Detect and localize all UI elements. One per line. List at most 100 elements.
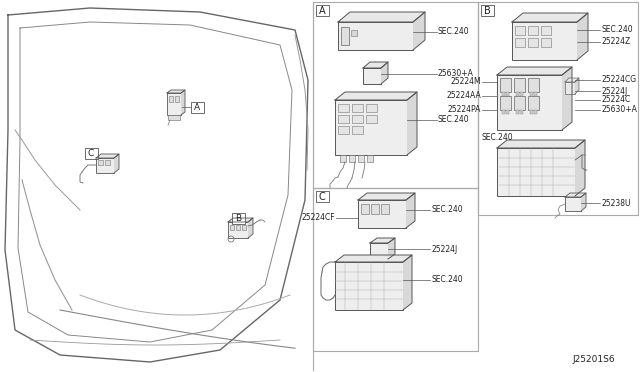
Bar: [352, 115, 363, 123]
Bar: [515, 38, 525, 47]
Text: 25224AA: 25224AA: [446, 92, 481, 100]
Bar: [313, 2, 478, 188]
Polygon shape: [335, 255, 412, 262]
Bar: [340, 155, 346, 162]
Bar: [191, 102, 204, 113]
Bar: [85, 148, 98, 159]
Bar: [338, 104, 349, 112]
Bar: [335, 262, 403, 310]
Bar: [541, 38, 551, 47]
Bar: [96, 158, 114, 173]
Text: 25224CG: 25224CG: [601, 76, 636, 84]
Bar: [242, 225, 246, 230]
Polygon shape: [228, 218, 253, 222]
Bar: [358, 200, 406, 228]
Polygon shape: [512, 13, 588, 22]
Polygon shape: [581, 193, 586, 211]
Bar: [534, 92, 537, 96]
Polygon shape: [370, 238, 395, 243]
Polygon shape: [565, 193, 586, 197]
Bar: [338, 22, 413, 50]
Bar: [228, 222, 248, 238]
Bar: [516, 110, 519, 114]
Bar: [528, 78, 539, 92]
Bar: [230, 225, 234, 230]
Bar: [506, 110, 509, 114]
Bar: [520, 92, 523, 96]
Bar: [169, 96, 173, 102]
Bar: [316, 191, 329, 202]
Bar: [502, 92, 505, 96]
Polygon shape: [562, 67, 572, 130]
Bar: [506, 92, 509, 96]
Text: 25224C: 25224C: [601, 96, 630, 105]
Text: B: B: [235, 214, 241, 223]
Text: A: A: [319, 6, 325, 16]
Bar: [361, 204, 369, 214]
Bar: [168, 115, 180, 120]
Polygon shape: [407, 92, 417, 155]
Bar: [534, 110, 537, 114]
Bar: [502, 110, 505, 114]
Bar: [366, 104, 377, 112]
Bar: [349, 155, 355, 162]
Text: C: C: [319, 192, 325, 202]
Bar: [530, 92, 533, 96]
Text: SEC.240: SEC.240: [601, 26, 632, 35]
Text: 25630+A: 25630+A: [601, 106, 637, 115]
Text: 25224Z: 25224Z: [601, 38, 630, 46]
Text: A: A: [194, 103, 200, 112]
Bar: [232, 213, 245, 224]
Bar: [98, 160, 103, 165]
Polygon shape: [363, 62, 388, 68]
Bar: [515, 26, 525, 35]
Polygon shape: [497, 140, 585, 148]
Bar: [528, 38, 538, 47]
Polygon shape: [406, 193, 415, 228]
Bar: [167, 93, 181, 115]
Polygon shape: [388, 238, 395, 259]
Bar: [381, 204, 389, 214]
Polygon shape: [338, 12, 425, 22]
Bar: [497, 75, 562, 130]
Bar: [363, 68, 381, 84]
Bar: [512, 22, 577, 60]
Text: 25224J: 25224J: [601, 87, 627, 96]
Bar: [335, 100, 407, 155]
Bar: [366, 115, 377, 123]
Bar: [565, 197, 581, 211]
Polygon shape: [565, 78, 579, 82]
Text: C: C: [88, 149, 94, 158]
Bar: [313, 188, 478, 351]
Polygon shape: [403, 255, 412, 310]
Bar: [478, 2, 638, 215]
Bar: [528, 26, 538, 35]
Text: B: B: [484, 6, 490, 16]
Text: J25201S6: J25201S6: [572, 356, 615, 365]
Bar: [316, 5, 329, 16]
Polygon shape: [167, 90, 185, 93]
Text: SEC.240: SEC.240: [438, 28, 470, 36]
Polygon shape: [381, 62, 388, 84]
Bar: [105, 160, 110, 165]
Bar: [481, 5, 494, 16]
Text: SEC.240: SEC.240: [438, 115, 470, 125]
Text: 25238U: 25238U: [601, 199, 630, 208]
Bar: [565, 82, 575, 94]
Bar: [514, 96, 525, 110]
Polygon shape: [575, 140, 585, 196]
Polygon shape: [575, 78, 579, 94]
Polygon shape: [413, 12, 425, 50]
Polygon shape: [181, 90, 185, 115]
Text: SEC.240: SEC.240: [431, 276, 463, 285]
Bar: [338, 115, 349, 123]
Polygon shape: [96, 154, 119, 158]
Text: 25224M: 25224M: [451, 77, 481, 87]
Bar: [351, 30, 357, 36]
Text: SEC.240: SEC.240: [482, 134, 514, 142]
Text: 25630+A: 25630+A: [438, 70, 474, 78]
Text: 25224J: 25224J: [431, 244, 457, 253]
Bar: [516, 92, 519, 96]
Polygon shape: [248, 218, 253, 238]
Polygon shape: [114, 154, 119, 173]
